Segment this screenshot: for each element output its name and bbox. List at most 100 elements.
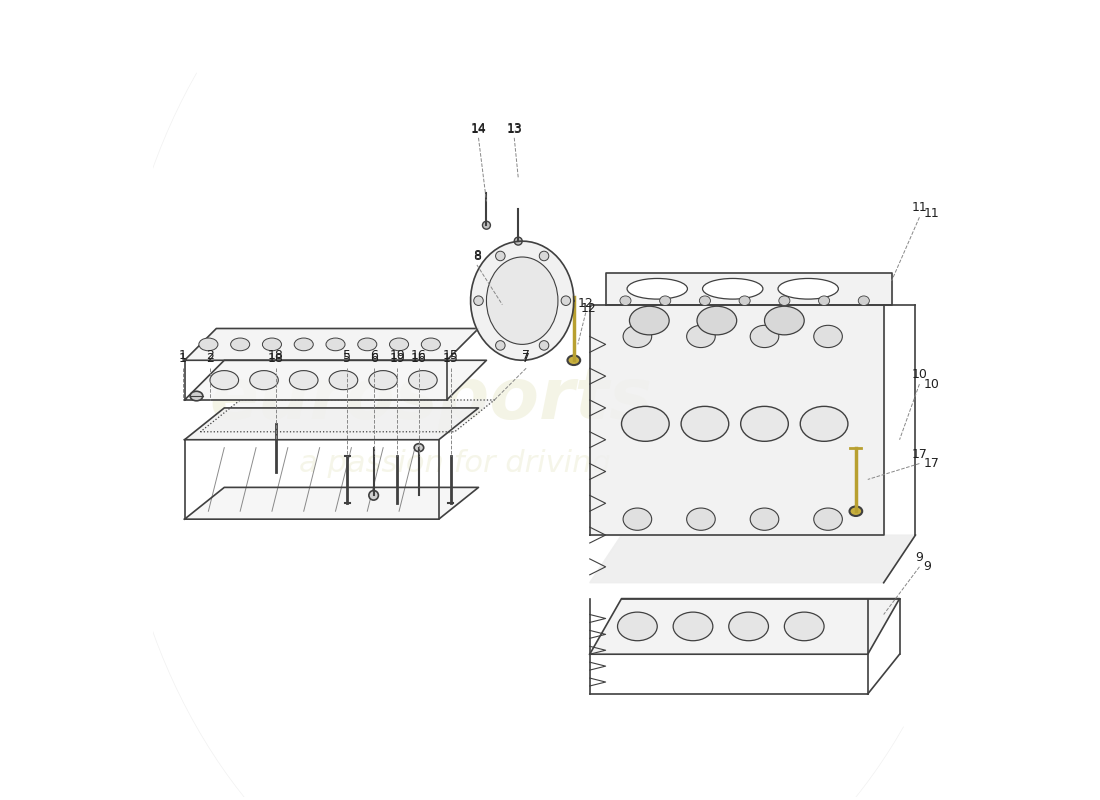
Text: 6: 6 — [370, 349, 377, 362]
Ellipse shape — [779, 296, 790, 306]
Ellipse shape — [681, 406, 729, 442]
Text: 9: 9 — [915, 550, 923, 564]
Text: 18: 18 — [268, 349, 284, 362]
Text: 2: 2 — [206, 349, 213, 362]
Text: 8: 8 — [473, 249, 481, 262]
Text: 10: 10 — [923, 378, 939, 390]
Ellipse shape — [250, 370, 278, 390]
Ellipse shape — [408, 370, 437, 390]
Ellipse shape — [496, 251, 505, 261]
Ellipse shape — [673, 612, 713, 641]
Ellipse shape — [486, 257, 558, 344]
Ellipse shape — [483, 222, 491, 229]
Text: 9: 9 — [923, 560, 932, 574]
Ellipse shape — [231, 338, 250, 350]
Ellipse shape — [496, 341, 505, 350]
Text: 1: 1 — [179, 352, 187, 365]
Ellipse shape — [778, 278, 838, 299]
Ellipse shape — [814, 326, 843, 347]
Ellipse shape — [421, 338, 440, 350]
Text: 13: 13 — [506, 123, 522, 136]
Ellipse shape — [740, 406, 789, 442]
Text: 7: 7 — [522, 352, 530, 365]
Polygon shape — [590, 305, 883, 535]
Polygon shape — [200, 400, 494, 432]
Ellipse shape — [739, 296, 750, 306]
Text: 15: 15 — [443, 349, 459, 362]
Polygon shape — [185, 408, 478, 440]
Ellipse shape — [814, 508, 843, 530]
Text: 11: 11 — [923, 207, 939, 220]
Ellipse shape — [620, 296, 631, 306]
Ellipse shape — [199, 338, 218, 350]
Ellipse shape — [764, 306, 804, 335]
Ellipse shape — [617, 612, 658, 641]
Ellipse shape — [210, 370, 239, 390]
Polygon shape — [185, 487, 478, 519]
Ellipse shape — [515, 237, 522, 245]
Ellipse shape — [627, 278, 688, 299]
Ellipse shape — [368, 370, 397, 390]
Text: 19: 19 — [389, 349, 405, 362]
Ellipse shape — [358, 338, 377, 350]
Text: 13: 13 — [506, 122, 522, 134]
Ellipse shape — [784, 612, 824, 641]
Ellipse shape — [750, 508, 779, 530]
Text: 14: 14 — [471, 123, 486, 136]
Polygon shape — [185, 329, 478, 360]
Text: 5: 5 — [343, 352, 351, 365]
Ellipse shape — [289, 370, 318, 390]
Ellipse shape — [568, 355, 580, 365]
Polygon shape — [185, 360, 486, 400]
Text: 8: 8 — [473, 250, 481, 263]
Polygon shape — [471, 241, 574, 360]
Ellipse shape — [623, 508, 651, 530]
Ellipse shape — [389, 338, 408, 350]
Text: 15: 15 — [443, 352, 459, 365]
Ellipse shape — [660, 296, 671, 306]
Ellipse shape — [703, 278, 763, 299]
Ellipse shape — [849, 506, 862, 516]
Text: 17: 17 — [923, 457, 939, 470]
Ellipse shape — [294, 338, 313, 350]
Ellipse shape — [858, 296, 869, 306]
Ellipse shape — [621, 406, 669, 442]
Ellipse shape — [539, 251, 549, 261]
Ellipse shape — [750, 326, 779, 347]
Ellipse shape — [329, 370, 358, 390]
Ellipse shape — [623, 326, 651, 347]
Ellipse shape — [190, 391, 202, 401]
Text: 5: 5 — [343, 349, 351, 362]
Text: 16: 16 — [411, 352, 427, 365]
Ellipse shape — [474, 296, 483, 306]
Ellipse shape — [368, 490, 378, 500]
Ellipse shape — [415, 444, 424, 452]
Ellipse shape — [629, 306, 669, 335]
Text: 6: 6 — [370, 352, 377, 365]
Text: 18: 18 — [268, 352, 284, 365]
Text: 19: 19 — [389, 352, 405, 365]
Text: 7: 7 — [522, 349, 530, 362]
Text: 12: 12 — [581, 302, 596, 315]
Text: 16: 16 — [411, 349, 427, 362]
Text: 2: 2 — [206, 352, 213, 365]
Ellipse shape — [686, 326, 715, 347]
Text: 14: 14 — [471, 122, 486, 134]
Ellipse shape — [326, 338, 345, 350]
Text: eurosports: eurosports — [209, 366, 652, 434]
Text: 10: 10 — [912, 368, 927, 381]
Ellipse shape — [686, 508, 715, 530]
Ellipse shape — [728, 612, 769, 641]
Polygon shape — [590, 535, 915, 582]
Text: 11: 11 — [912, 202, 927, 214]
Ellipse shape — [697, 306, 737, 335]
Ellipse shape — [561, 296, 571, 306]
Text: 1: 1 — [179, 349, 187, 362]
Polygon shape — [590, 598, 900, 654]
Ellipse shape — [818, 296, 829, 306]
Text: a passion for driving: a passion for driving — [299, 449, 610, 478]
Ellipse shape — [539, 341, 549, 350]
Text: 12: 12 — [578, 297, 594, 310]
Polygon shape — [606, 273, 892, 305]
Ellipse shape — [700, 296, 711, 306]
